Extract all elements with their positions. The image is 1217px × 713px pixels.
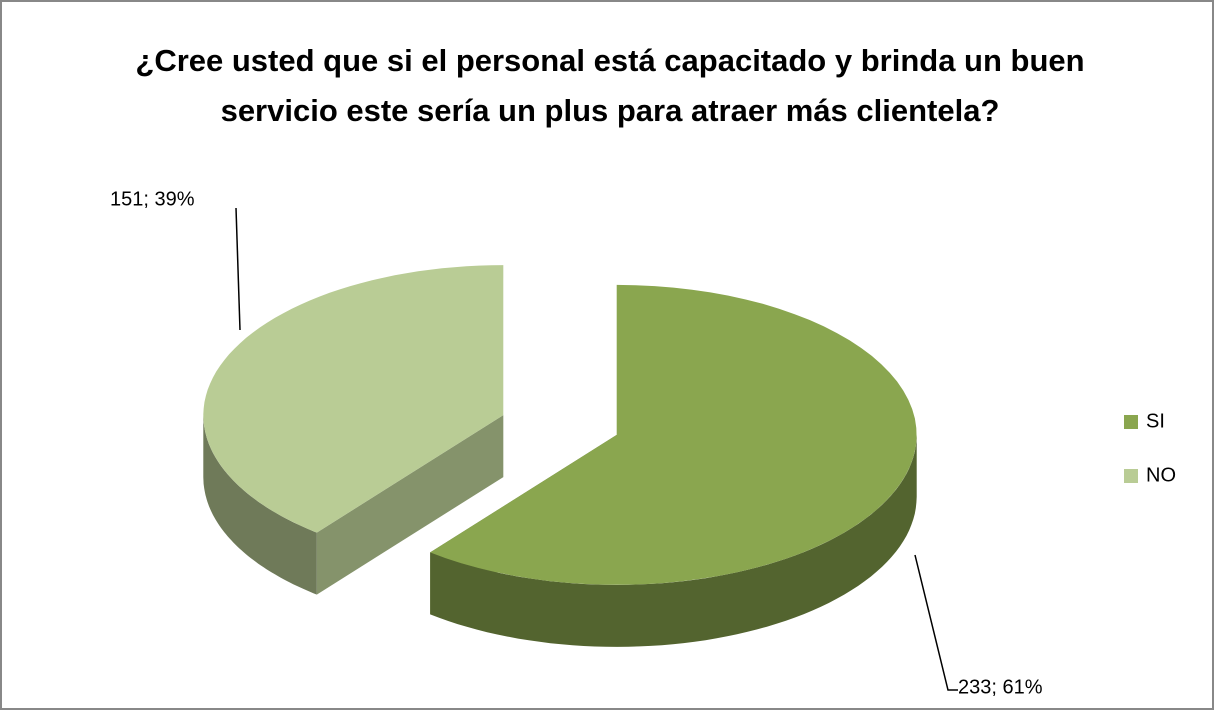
slice-side xyxy=(316,415,504,595)
slice-wall xyxy=(430,434,917,647)
slice xyxy=(430,284,917,585)
leader-line xyxy=(235,207,241,331)
legend-swatch xyxy=(1124,469,1138,483)
slice xyxy=(203,265,504,533)
legend-label: NO xyxy=(1146,464,1176,486)
data-label: 233; 61% xyxy=(958,676,1043,698)
legend-label: SI xyxy=(1146,410,1165,432)
chart-title: ¿Cree usted que si el personal está capa… xyxy=(135,43,1085,128)
slice-wall xyxy=(203,415,317,595)
legend-swatch xyxy=(1124,415,1138,429)
leader-line xyxy=(914,554,958,691)
data-label: 151; 39% xyxy=(110,188,195,210)
